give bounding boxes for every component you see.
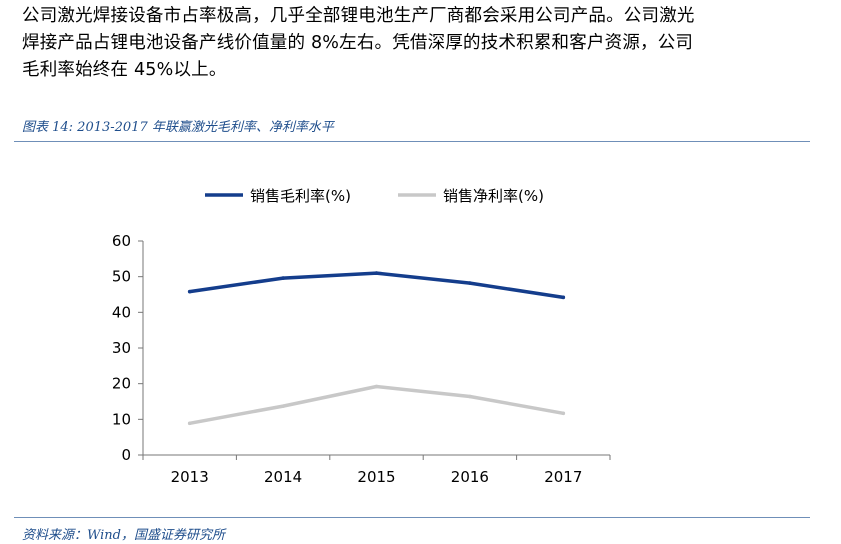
data-point-net-margin [281, 404, 285, 408]
legend-label-net: 销售净利率(%) [443, 187, 544, 205]
y-tick-label: 20 [112, 375, 131, 393]
x-tick-label: 2015 [357, 468, 395, 486]
data-point-gross-margin [561, 295, 566, 300]
series-line-gross-margin [187, 271, 566, 300]
figure-source: 资料来源：Wind，国盛证券研究所 [22, 528, 225, 543]
x-tick-label: 2016 [451, 468, 489, 486]
data-point-net-margin [561, 411, 566, 416]
legend-label-gross: 销售毛利率(%) [250, 187, 351, 205]
y-tick-label: 40 [112, 303, 131, 321]
figure-top-rule [14, 141, 810, 142]
data-point-gross-margin [468, 281, 472, 285]
paragraph-line-2: 焊接产品占锂电池设备产线价值量的 8%左右。凭借深厚的技术积累和客户资源，公司 [22, 33, 694, 53]
data-point-gross-margin [281, 276, 285, 280]
x-tick-label: 2013 [171, 468, 209, 486]
chart-legend: 销售毛利率(%) 销售净利率(%) [205, 187, 544, 205]
chart-axes: 0 10 20 30 40 50 60 2013 2014 2015 2016 2017 [112, 232, 611, 486]
y-tick-label: 50 [112, 268, 131, 286]
paragraph-line-3: 毛利率始终在 45%以上。 [22, 60, 227, 80]
y-tick-label: 30 [112, 339, 131, 357]
y-tick-label: 10 [112, 410, 131, 428]
chart-series [187, 271, 566, 426]
x-tick-label: 2017 [544, 468, 582, 486]
data-point-net-margin [187, 421, 192, 426]
intro-paragraph: 公司激光焊接设备市占率极高，几乎全部锂电池生产厂商都会采用公司产品。公司激光 焊… [22, 3, 822, 84]
data-point-gross-margin [187, 289, 192, 294]
data-point-net-margin [374, 384, 379, 389]
y-tick-label: 0 [121, 446, 131, 464]
paragraph-line-1: 公司激光焊接设备市占率极高，几乎全部锂电池生产厂商都会采用公司产品。公司激光 [22, 6, 695, 26]
x-tick-label: 2014 [264, 468, 302, 486]
series-line-net-margin [187, 384, 566, 426]
y-tick-label: 60 [112, 232, 131, 250]
figure-title: 图表 14: 2013-2017 年联赢激光毛利率、净利率水平 [22, 120, 334, 135]
figure-bottom-rule [14, 517, 810, 518]
data-point-gross-margin [374, 271, 379, 275]
data-point-net-margin [468, 394, 472, 399]
